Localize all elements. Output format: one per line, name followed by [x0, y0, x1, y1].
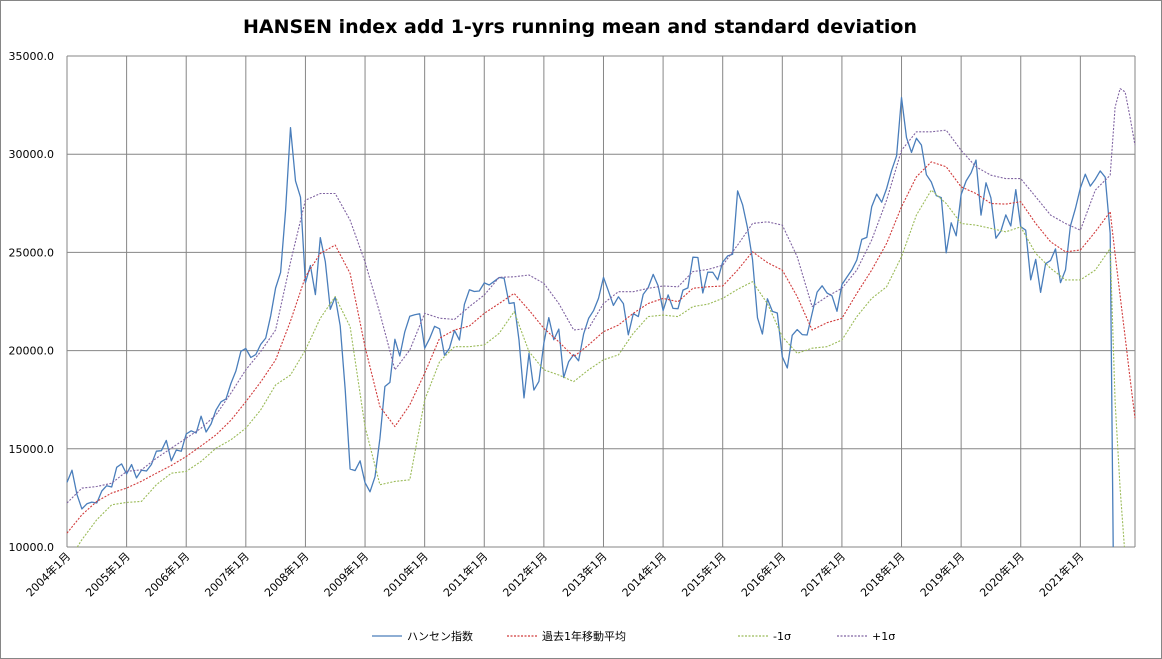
x-tick-label: 2016年1月: [738, 549, 788, 599]
x-tick-label: 2008年1月: [261, 549, 311, 599]
y-tick-label: 10000.0: [9, 541, 55, 554]
x-tick-label: 2013年1月: [559, 549, 609, 599]
legend-label-2: -1σ: [773, 630, 791, 643]
x-tick-label: 2011年1月: [440, 549, 490, 599]
y-tick-label: 35000.0: [9, 50, 55, 63]
x-tick-label: 2021年1月: [1036, 549, 1086, 599]
series-line-3: [66, 88, 1136, 504]
y-tick-label: 30000.0: [9, 148, 55, 161]
x-tick-label: 2014年1月: [619, 549, 669, 599]
x-tick-label: 2006年1月: [142, 549, 192, 599]
series-line-0: [66, 96, 1114, 548]
legend-label-3: +1σ: [872, 630, 895, 643]
series-lines: [66, 88, 1136, 548]
x-tick-label: 2012年1月: [500, 549, 550, 599]
x-tick-label: 2010年1月: [381, 549, 431, 599]
legend: ハンセン指数 過去1年移動平均 -1σ +1σ: [372, 629, 895, 643]
y-tick-label: 15000.0: [9, 443, 55, 456]
legend-label-0: ハンセン指数: [407, 629, 473, 643]
x-tick-label: 2004年1月: [23, 549, 73, 599]
x-tick-label: 2009年1月: [321, 549, 371, 599]
series-line-2: [76, 189, 1125, 548]
x-tick-label: 2020年1月: [977, 549, 1027, 599]
x-tick-label: 2019年1月: [917, 549, 967, 599]
x-tick-label: 2015年1月: [679, 549, 729, 599]
x-tick-label: 2005年1月: [83, 549, 133, 599]
x-tick-label: 2018年1月: [857, 549, 907, 599]
legend-label-1: 過去1年移動平均: [542, 629, 626, 643]
x-axis-tick-labels: 2004年1月 2005年1月 2006年1月 2007年1月 2008年1月 2009年…: [23, 549, 1087, 599]
y-tick-label: 25000.0: [9, 246, 55, 259]
series-line-1: [66, 161, 1136, 534]
y-axis-tick-labels: 10000.0 15000.0 20000.0 25000.0 30000.0 35000…: [9, 50, 55, 554]
gridlines: [66, 55, 1136, 548]
y-tick-label: 20000.0: [9, 345, 55, 358]
x-tick-label: 2007年1月: [202, 549, 252, 599]
x-tick-label: 2017年1月: [798, 549, 848, 599]
chart-title: HANSEN index add 1-yrs running mean and …: [243, 16, 917, 38]
